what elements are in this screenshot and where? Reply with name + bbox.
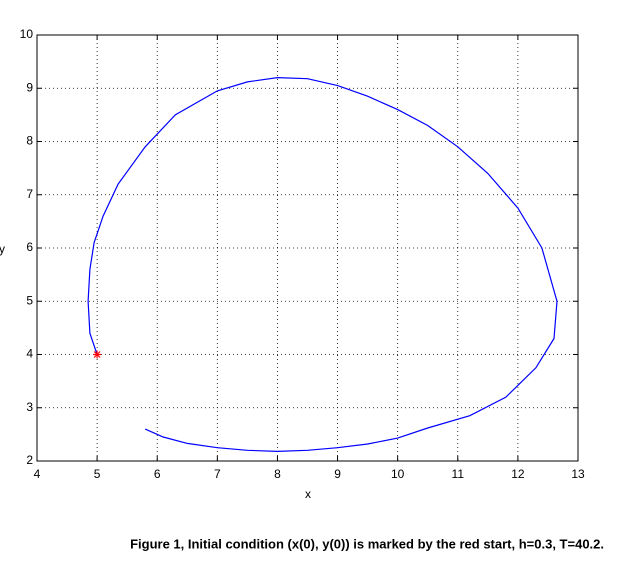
curve [87,76,558,453]
caption: Figure 1, Initial condition (x(0), y(0))… [130,536,604,551]
x-tick-label: 8 [274,467,281,481]
axes-box [36,34,579,462]
y-tick-label: 5 [26,293,33,307]
x-tick-label: 13 [571,467,585,481]
y-tick-label: 8 [26,134,33,148]
marker-stroke [93,351,101,358]
x-tick-label: 7 [214,467,221,481]
y-tick-label: 4 [26,347,33,361]
x-tick-label: 10 [391,467,405,481]
y-axis-label: y [0,242,5,256]
y-tick-label: 9 [26,80,33,94]
y-tick-label: 6 [26,240,33,254]
plot-area [37,35,578,461]
x-tick-label: 12 [511,467,525,481]
y-tick-label: 7 [26,187,33,201]
x-tick-label: 6 [154,467,161,481]
x-tick-label: 11 [452,467,465,481]
y-tick-label: 3 [26,400,33,414]
x-tick-label: 5 [94,467,101,481]
x-tick-label: 4 [34,467,41,481]
y-tick-label: 2 [26,453,33,467]
x-axis-label: x [305,487,311,501]
y-tick-label: 10 [20,27,34,41]
start-marker [93,350,102,359]
x-tick-label: 9 [334,467,341,481]
